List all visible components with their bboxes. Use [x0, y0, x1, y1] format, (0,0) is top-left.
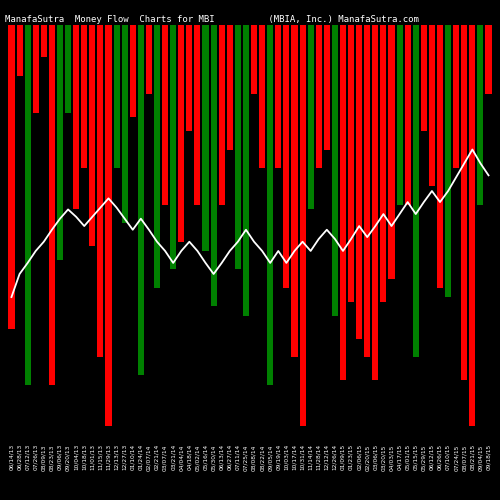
- Bar: [90, 25, 96, 246]
- Bar: [57, 25, 63, 260]
- Bar: [356, 25, 362, 338]
- Bar: [146, 25, 152, 94]
- Bar: [300, 25, 306, 426]
- Bar: [388, 25, 394, 278]
- Bar: [194, 25, 200, 205]
- Bar: [210, 25, 216, 306]
- Bar: [404, 25, 410, 205]
- Bar: [453, 25, 459, 168]
- Bar: [340, 25, 346, 380]
- Bar: [486, 25, 492, 94]
- Bar: [316, 25, 322, 168]
- Bar: [138, 25, 144, 376]
- Bar: [114, 25, 119, 168]
- Bar: [412, 25, 419, 357]
- Bar: [251, 25, 257, 94]
- Bar: [130, 25, 136, 117]
- Bar: [348, 25, 354, 301]
- Bar: [292, 25, 298, 357]
- Bar: [41, 25, 47, 58]
- Bar: [154, 25, 160, 288]
- Bar: [332, 25, 338, 316]
- Bar: [478, 25, 484, 205]
- Bar: [324, 25, 330, 150]
- Bar: [98, 25, 103, 357]
- Bar: [461, 25, 468, 380]
- Bar: [372, 25, 378, 380]
- Bar: [276, 25, 281, 168]
- Bar: [32, 25, 39, 112]
- Bar: [122, 25, 128, 224]
- Bar: [267, 25, 273, 384]
- Bar: [186, 25, 192, 131]
- Bar: [364, 25, 370, 357]
- Bar: [445, 25, 451, 297]
- Bar: [235, 25, 241, 270]
- Bar: [308, 25, 314, 210]
- Bar: [16, 25, 22, 76]
- Bar: [178, 25, 184, 242]
- Bar: [437, 25, 443, 288]
- Bar: [243, 25, 249, 316]
- Bar: [49, 25, 55, 384]
- Bar: [73, 25, 79, 210]
- Bar: [65, 25, 71, 112]
- Bar: [218, 25, 224, 205]
- Bar: [421, 25, 427, 131]
- Bar: [259, 25, 265, 168]
- Bar: [470, 25, 476, 426]
- Bar: [170, 25, 176, 270]
- Bar: [8, 25, 14, 330]
- Bar: [202, 25, 208, 251]
- Bar: [380, 25, 386, 301]
- Bar: [429, 25, 435, 186]
- Bar: [106, 25, 112, 426]
- Bar: [24, 25, 30, 384]
- Bar: [81, 25, 87, 168]
- Bar: [284, 25, 290, 288]
- Text: ManafaSutra  Money Flow  Charts for MBI          (MBIA, Inc.) ManafaSutra.com: ManafaSutra Money Flow Charts for MBI (M…: [5, 15, 419, 24]
- Bar: [162, 25, 168, 205]
- Bar: [396, 25, 402, 205]
- Bar: [227, 25, 233, 150]
